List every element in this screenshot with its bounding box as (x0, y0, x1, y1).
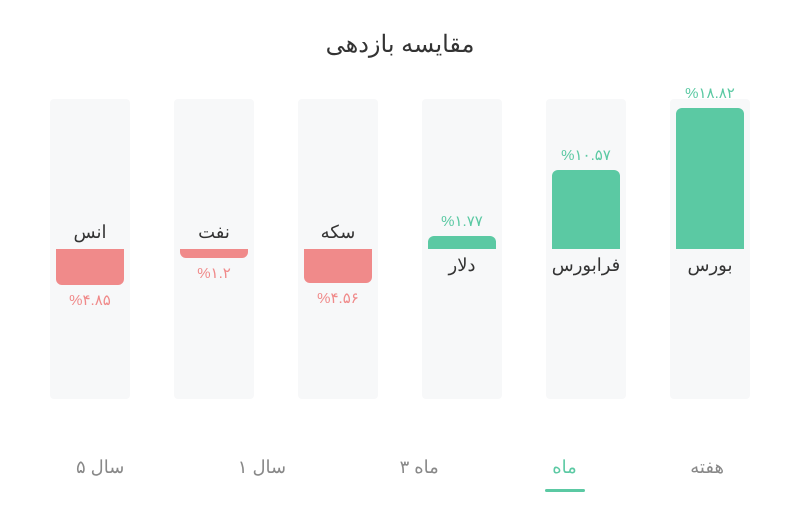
bar-group: %۴.۸۵ انس (40, 99, 140, 399)
bar-category-label: انس (74, 222, 107, 243)
time-tab[interactable]: هفته (674, 449, 740, 486)
chart-container: %۴.۸۵ انس %۱.۲ نفت %۴.۵۶ سکه %۱.۷۷ دلار %۱۰.۵۷ فر… (40, 99, 760, 399)
bar (180, 249, 248, 258)
time-tab[interactable]: ۳ ماه (384, 449, 455, 486)
bar (304, 249, 372, 283)
bar-value-label: %۱۸.۸۲ (685, 84, 735, 102)
bar-background: %۴.۸۵ انس (50, 99, 130, 399)
chart-title: مقایسه بازدهی (326, 30, 475, 59)
bar-value-label: %۱۰.۵۷ (561, 146, 611, 164)
time-tabs: ۵ سال ۱ سال ۳ ماه ماه هفته (40, 449, 760, 486)
bar-group: %۱۸.۸۲بورس (660, 99, 760, 399)
bar-category-label: نفت (198, 222, 230, 243)
bar (676, 108, 744, 249)
bar-category-label: فرابورس (552, 255, 621, 276)
bar-background: %۱۸.۸۲بورس (670, 99, 750, 399)
bar-value-label: %۴.۵۶ (317, 289, 359, 307)
bar-value-label: %۴.۸۵ (69, 291, 111, 309)
bar-background: %۱.۲ نفت (174, 99, 254, 399)
bar-value-label: %۱.۷۷ (441, 212, 483, 230)
bar (552, 170, 620, 249)
bar-value-label: %۱.۲ (197, 264, 231, 282)
bar-group: %۱.۲ نفت (164, 99, 264, 399)
time-tab[interactable]: ۱ سال (222, 449, 302, 486)
bar-category-label: دلار (449, 255, 476, 276)
bar-background: %۱۰.۵۷ فرابورس (546, 99, 626, 399)
time-tab[interactable]: ماه (536, 449, 593, 486)
bar (56, 249, 124, 285)
time-tab[interactable]: ۵ سال (60, 449, 140, 486)
bar-background: %۴.۵۶ سکه (298, 99, 378, 399)
bar-category-label: بورس (688, 255, 733, 276)
bar-group: %۱.۷۷ دلار (412, 99, 512, 399)
bar-group: %۴.۵۶ سکه (288, 99, 388, 399)
bar-group: %۱۰.۵۷ فرابورس (536, 99, 636, 399)
bar-background: %۱.۷۷ دلار (422, 99, 502, 399)
bar (428, 236, 496, 249)
bar-category-label: سکه (321, 222, 356, 243)
